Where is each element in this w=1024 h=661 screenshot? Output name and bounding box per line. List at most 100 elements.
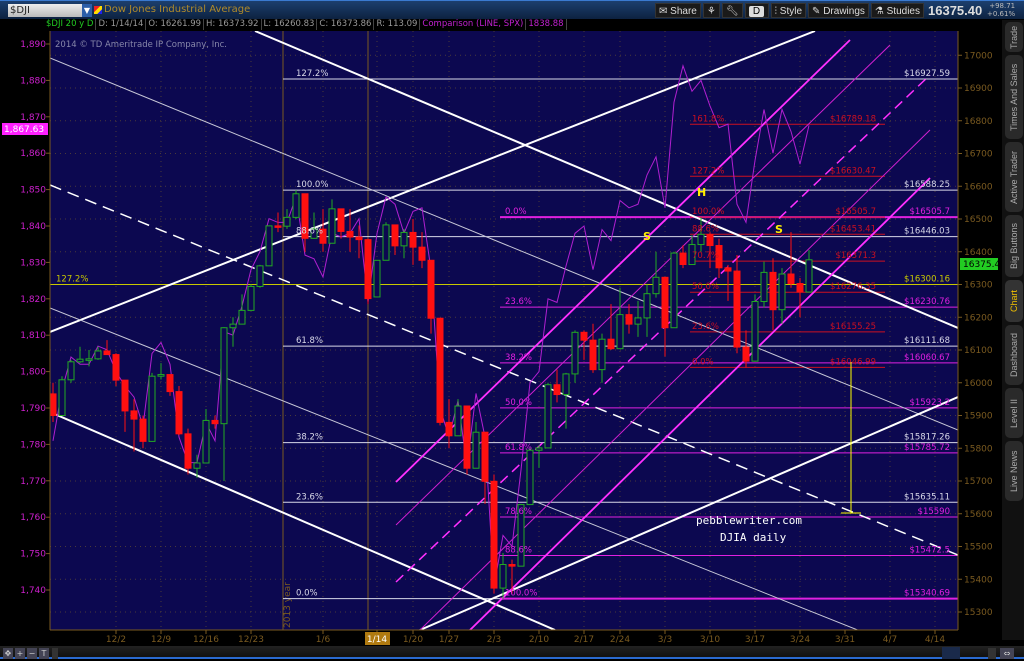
channel-median-line[interactable] — [395, 74, 931, 583]
candle-body[interactable] — [742, 346, 750, 362]
candle-body[interactable] — [247, 285, 255, 311]
sidebar-tab-active-trader[interactable]: Active Trader — [1005, 142, 1023, 212]
candle-body[interactable] — [436, 317, 444, 423]
sidebar-tab-live-news[interactable]: Live News — [1005, 441, 1023, 501]
candle-body[interactable] — [148, 375, 156, 442]
candle-body[interactable] — [760, 271, 768, 303]
flexible-grid-button[interactable]: ⚘ — [702, 3, 720, 18]
candle-body[interactable] — [769, 271, 777, 311]
candle-body[interactable] — [112, 354, 120, 381]
settings-button[interactable]: 🔧︎ — [721, 3, 743, 18]
candle-body[interactable] — [481, 431, 489, 482]
candle-body[interactable] — [76, 358, 84, 363]
candle-body[interactable] — [193, 462, 201, 469]
candle-body[interactable] — [544, 384, 552, 449]
candle-body[interactable] — [409, 231, 417, 248]
candle-body[interactable] — [517, 504, 525, 567]
candle-body[interactable] — [94, 350, 102, 360]
zoom-out-button[interactable]: − — [27, 648, 37, 659]
candle-body[interactable] — [445, 421, 453, 437]
channel-line-1[interactable] — [395, 39, 851, 483]
candle-body[interactable] — [50, 393, 57, 417]
candle-body[interactable] — [787, 273, 795, 285]
symbol-link-icon[interactable] — [94, 6, 102, 14]
candle-body[interactable] — [688, 244, 696, 266]
trendline-rising-upper[interactable] — [50, 31, 816, 333]
candle-body[interactable] — [229, 323, 237, 329]
candle-body[interactable] — [499, 564, 507, 589]
sidebar-tab-times-and-sales[interactable]: Times And Sales — [1005, 55, 1023, 139]
scrollbar-thumb[interactable] — [942, 647, 960, 659]
candle-body[interactable] — [157, 374, 165, 377]
candle-body[interactable] — [310, 228, 318, 239]
candle-body[interactable] — [292, 193, 300, 218]
trendline-falling-upper[interactable] — [254, 31, 958, 329]
candle-body[interactable] — [427, 259, 435, 319]
candle-body[interactable] — [103, 350, 111, 356]
candle-body[interactable] — [562, 373, 570, 396]
candle-body[interactable] — [364, 239, 372, 300]
symbol-input[interactable]: $DJI — [8, 4, 82, 17]
candle-body[interactable] — [652, 276, 660, 295]
drawings-button[interactable]: ✎ Drawings — [808, 3, 869, 18]
candle-body[interactable] — [130, 410, 138, 420]
sidebar-tab-chart[interactable]: Chart — [1005, 280, 1023, 322]
symbol-dropdown-icon[interactable]: ▼ — [82, 4, 92, 17]
period-button[interactable]: D — [744, 3, 769, 18]
candle-body[interactable] — [166, 374, 174, 393]
channel-line-4[interactable] — [469, 177, 931, 630]
candle-body[interactable] — [526, 449, 534, 506]
candle-body[interactable] — [535, 447, 543, 451]
candle-body[interactable] — [175, 391, 183, 435]
candle-body[interactable] — [400, 231, 408, 247]
style-button[interactable]: ⫶ Style — [770, 3, 807, 18]
candle-body[interactable] — [391, 224, 399, 247]
candle-body[interactable] — [670, 252, 678, 329]
candle-body[interactable] — [274, 225, 282, 228]
candle-body[interactable] — [319, 228, 327, 244]
candle-body[interactable] — [373, 259, 381, 298]
pan-button[interactable]: ✥ — [3, 648, 13, 659]
sidebar-tab-level-ii[interactable]: Level II — [1005, 388, 1023, 438]
sidebar-tab-trade[interactable]: Trade — [1005, 22, 1023, 52]
candle-body[interactable] — [472, 431, 480, 469]
studies-button[interactable]: ⚗ Studies — [870, 3, 924, 18]
candle-body[interactable] — [625, 314, 633, 325]
candle-body[interactable] — [643, 293, 651, 319]
sidebar-tab-big-buttons[interactable]: Big Buttons — [1005, 215, 1023, 277]
sidebar-tab-dashboard[interactable]: Dashboard — [1005, 325, 1023, 385]
candle-body[interactable] — [706, 233, 714, 247]
candle-body[interactable] — [679, 252, 687, 266]
candle-body[interactable] — [571, 331, 579, 375]
expand-icon[interactable]: ⇔ — [1000, 648, 1014, 659]
candle-body[interactable] — [589, 339, 597, 371]
candle-body[interactable] — [580, 331, 588, 341]
candle-body[interactable] — [256, 265, 264, 287]
candle-body[interactable] — [697, 233, 705, 246]
candle-body[interactable] — [184, 433, 192, 469]
candle-body[interactable] — [796, 283, 804, 293]
candle-body[interactable] — [238, 309, 246, 325]
candle-body[interactable] — [463, 405, 471, 469]
candle-body[interactable] — [382, 224, 390, 261]
candle-body[interactable] — [328, 208, 336, 244]
candle-body[interactable] — [418, 246, 426, 261]
candle-body[interactable] — [634, 317, 642, 325]
scroll-left-button[interactable] — [52, 648, 58, 659]
candle-body[interactable] — [751, 301, 759, 362]
candle-body[interactable] — [616, 314, 624, 350]
candle-body[interactable] — [724, 267, 732, 272]
scroll-right-button[interactable] — [988, 648, 996, 659]
text-tool-button[interactable]: T — [39, 648, 49, 659]
candle-body[interactable] — [490, 480, 498, 589]
candle-body[interactable] — [202, 419, 210, 464]
zoom-in-button[interactable]: + — [15, 648, 25, 659]
candle-body[interactable] — [67, 361, 75, 381]
candle-body[interactable] — [454, 405, 462, 437]
share-button[interactable]: ✉ Share — [654, 3, 701, 18]
candle-body[interactable] — [58, 379, 66, 416]
channel-line-3[interactable] — [419, 129, 931, 630]
candle-body[interactable] — [346, 230, 354, 238]
candle-body[interactable] — [553, 384, 561, 396]
